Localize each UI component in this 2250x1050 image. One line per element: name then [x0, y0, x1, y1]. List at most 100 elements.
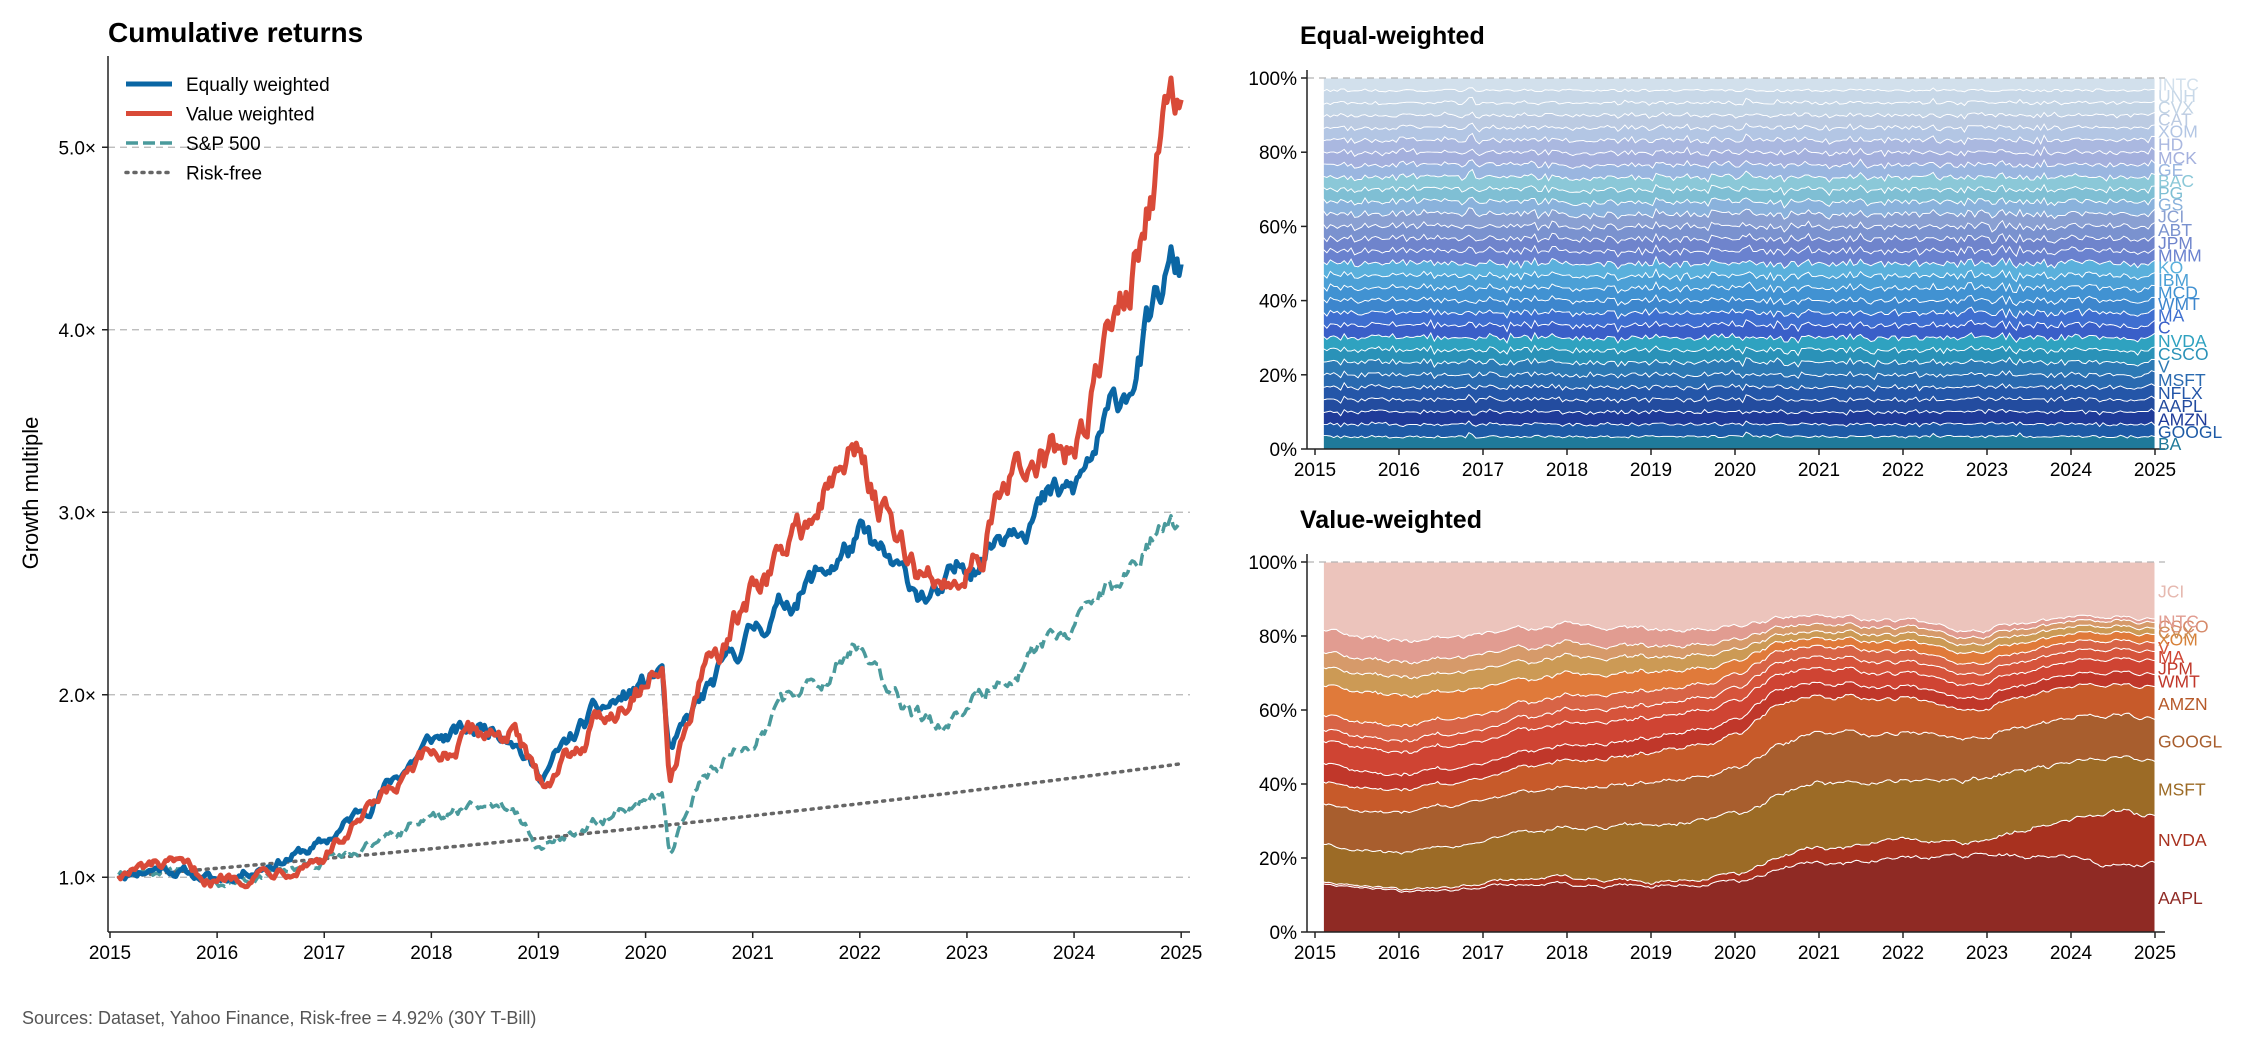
ew-label-gs: GS — [2158, 194, 2183, 214]
series-line-value-weighted — [116, 75, 1184, 890]
legend-label: Equally weighted — [186, 75, 330, 96]
ew-label-mck: MCK — [2158, 148, 2197, 168]
equal-weighted-title: Equal-weighted — [1300, 22, 1485, 50]
x-tick-label: 2016 — [1378, 943, 1420, 964]
ew-label-ge: GE — [2158, 160, 2183, 180]
vw-label-v: V — [2158, 638, 2170, 658]
x-tick-label: 2023 — [1966, 943, 2008, 964]
x-tick-label: 2022 — [1882, 943, 1924, 964]
x-tick-label: 2024 — [1053, 943, 1096, 964]
legend-label: Risk-free — [186, 164, 262, 185]
y-axis-label: Growth multiple — [18, 417, 43, 570]
x-tick-label: 2017 — [1462, 460, 1504, 481]
y-tick-label: 80% — [1259, 143, 1297, 164]
y-tick-label: 20% — [1259, 366, 1297, 387]
ew-label-cvx: CVX — [2158, 98, 2194, 118]
x-tick-label: 2022 — [839, 943, 881, 964]
x-tick-label: 2016 — [196, 943, 238, 964]
x-tick-label: 2021 — [1798, 460, 1840, 481]
left-y-ticks: 1.0× 2.0× 3.0× 4.0× 5.0× — [58, 138, 108, 889]
ew-y-ticks: 0% 20% 40% 60% 80% 100% — [1248, 69, 1307, 461]
y-tick-label: 3.0× — [58, 503, 96, 524]
ew-label-bac: BAC — [2158, 171, 2194, 191]
ew-label-aapl: AAPL — [2158, 396, 2203, 416]
value-weighted-title: Value-weighted — [1300, 506, 1482, 534]
ew-label-cat: CAT — [2158, 110, 2192, 130]
legend-label: S&P 500 — [186, 134, 261, 155]
vw-label-xom: XOM — [2158, 630, 2198, 650]
x-tick-label: 2018 — [1546, 460, 1588, 481]
y-tick-label: 100% — [1248, 69, 1297, 90]
y-tick-label: 2.0× — [58, 686, 96, 707]
y-tick-label: 40% — [1259, 292, 1297, 313]
x-tick-label: 2021 — [1798, 943, 1840, 964]
ew-label-msft: MSFT — [2158, 370, 2206, 390]
vw-label-jci: JCI — [2158, 581, 2184, 601]
vw-label-ma: MA — [2158, 647, 2185, 667]
x-tick-label: 2015 — [1294, 460, 1336, 481]
x-tick-label: 2025 — [1160, 943, 1202, 964]
vw-label-amzn: AMZN — [2158, 694, 2208, 714]
left-x-ticks: 2015 2016 2017 2018 2019 2020 2021 2022 2023 2024… — [89, 932, 1202, 964]
x-tick-label: 2023 — [1966, 460, 2008, 481]
ew-label-ma: MA — [2158, 305, 2185, 325]
x-tick-label: 2023 — [946, 943, 988, 964]
vw-label-googl: GOOGL — [2158, 731, 2222, 751]
y-tick-label: 60% — [1259, 217, 1297, 238]
y-tick-label: 5.0× — [58, 138, 96, 159]
ew-label-v: V — [2158, 357, 2170, 377]
equal-weighted-areas — [1322, 77, 2156, 450]
x-tick-label: 2018 — [1546, 943, 1588, 964]
ew-label-xom: XOM — [2158, 122, 2198, 142]
ew-label-nflx: NFLX — [2158, 383, 2203, 403]
x-tick-label: 2025 — [2134, 460, 2176, 481]
vw-series-labels: AAPL NVDA MSFT GOOGL AMZNWMTJPMMAVXOMCVXCSCO… — [2158, 581, 2222, 908]
y-tick-label: 1.0× — [58, 868, 96, 889]
ew-label-pg: PG — [2158, 183, 2183, 203]
vw-x-ticks: 2015 2016 2017 2018 2019 2020 2021 2022 2023 2024… — [1294, 932, 2176, 964]
vw-y-ticks: 0% 20% 40% 60% 80% 100% — [1248, 553, 1307, 944]
x-tick-label: 2019 — [1630, 943, 1672, 964]
ew-area-intc — [1322, 77, 2156, 93]
x-tick-label: 2020 — [1714, 943, 1756, 964]
vw-label-cvx: CVX — [2158, 622, 2194, 642]
vw-label-wmt: WMT — [2158, 672, 2200, 692]
x-tick-label: 2019 — [517, 943, 559, 964]
x-tick-label: 2019 — [1630, 460, 1672, 481]
series-line-equally-weighted — [117, 244, 1184, 885]
ew-label-ko: KO — [2158, 257, 2183, 277]
x-tick-label: 2017 — [1462, 943, 1504, 964]
series-line-s-p-500 — [117, 514, 1183, 889]
ew-label-csco: CSCO — [2158, 344, 2209, 364]
ew-label-mmm: MMM — [2158, 245, 2202, 265]
y-tick-label: 40% — [1259, 775, 1297, 796]
legend-label: Value weighted — [186, 105, 315, 126]
ew-label-wmt: WMT — [2158, 294, 2200, 314]
cumulative-returns-title: Cumulative returns — [108, 17, 363, 48]
x-tick-label: 2015 — [1294, 943, 1336, 964]
ew-label-amzn: AMZN — [2158, 410, 2208, 430]
series-line-risk-free — [116, 761, 1183, 880]
vw-label-intc: INTC — [2158, 612, 2199, 632]
ew-label-nvda: NVDA — [2158, 331, 2207, 351]
vw-label-msft: MSFT — [2158, 780, 2206, 800]
y-tick-label: 60% — [1259, 701, 1297, 722]
x-tick-label: 2020 — [1714, 460, 1756, 481]
x-tick-label: 2016 — [1378, 460, 1420, 481]
x-tick-label: 2024 — [2050, 460, 2093, 481]
x-tick-label: 2022 — [1882, 460, 1924, 481]
ew-label-hd: HD — [2158, 134, 2183, 154]
ew-label-jpm: JPM — [2158, 233, 2193, 253]
ew-label-abt: ABT — [2158, 220, 2192, 240]
y-tick-label: 0% — [1270, 923, 1298, 944]
vw-label-aapl: AAPL — [2158, 888, 2203, 908]
y-tick-label: 20% — [1259, 849, 1297, 870]
left-gridlines — [108, 146, 1190, 878]
vw-label-jpm: JPM — [2158, 659, 2193, 679]
value-weighted-areas — [1322, 561, 2156, 933]
y-tick-label: 80% — [1259, 627, 1297, 648]
ew-label-mcd: MCD — [2158, 282, 2198, 302]
x-tick-label: 2024 — [2050, 943, 2093, 964]
y-tick-label: 100% — [1248, 553, 1297, 574]
ew-label-intc: INTC — [2158, 75, 2199, 95]
